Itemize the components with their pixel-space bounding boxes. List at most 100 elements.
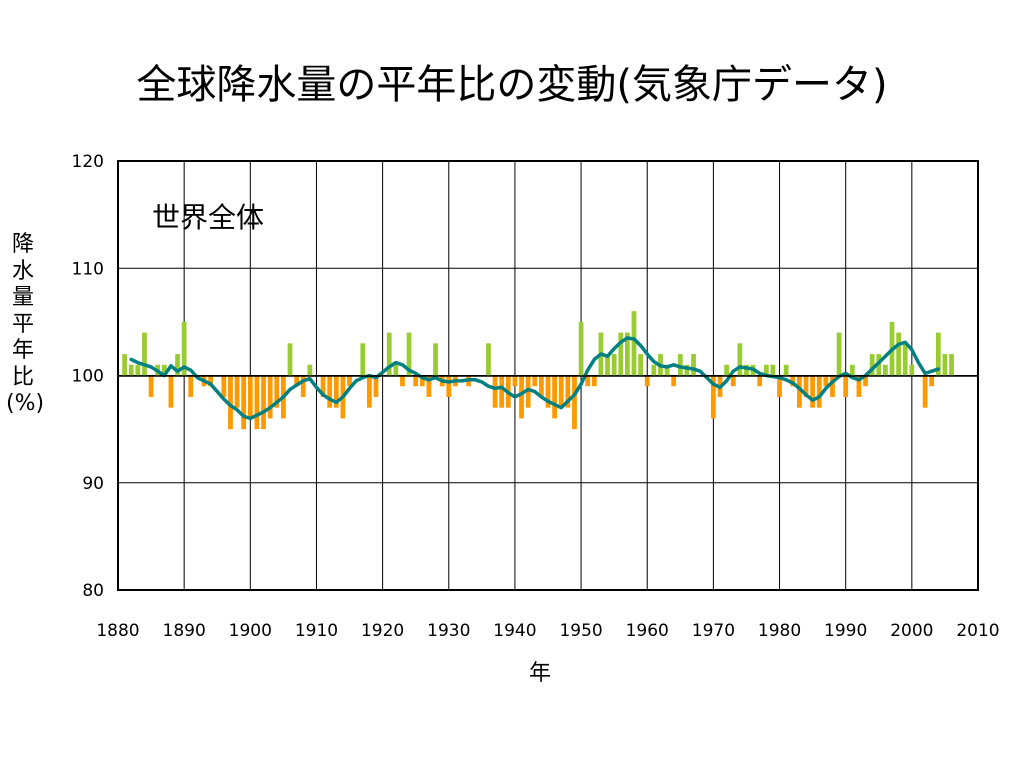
bar-1897 (228, 375, 233, 430)
bar-1936 (486, 343, 491, 376)
x-tick-1950: 1950 (559, 621, 602, 641)
bar-1885 (148, 375, 154, 397)
bar-1918 (367, 375, 372, 408)
bar-1925 (413, 375, 419, 387)
smoothed-line (129, 336, 941, 421)
bar-1948 (565, 375, 571, 408)
bar-1952 (591, 375, 597, 387)
bar-1947 (558, 375, 564, 408)
bar-1967 (691, 354, 696, 376)
bar-1954 (605, 354, 610, 376)
bar-1902 (261, 375, 266, 430)
bar-1963 (664, 364, 670, 376)
bar-1881 (122, 354, 127, 376)
bar-1988 (830, 375, 835, 397)
bar-1990 (843, 375, 849, 397)
bar-1951 (585, 375, 591, 387)
bar-1912 (327, 375, 333, 408)
bar-1984 (803, 375, 809, 397)
bar-1991 (849, 364, 855, 376)
bar-1919 (373, 375, 379, 397)
x-tick-1910: 1910 (295, 621, 338, 641)
bar-1928 (433, 343, 438, 376)
bar-1977 (757, 375, 763, 387)
x-tick-1890: 1890 (163, 621, 206, 641)
bar-1964 (671, 375, 677, 387)
bar-1906 (287, 343, 293, 376)
bar-1974 (737, 343, 743, 376)
bar-2006 (949, 354, 954, 376)
bar-1985 (810, 375, 815, 408)
bar-1909 (307, 364, 313, 376)
bar-1888 (168, 375, 174, 408)
bar-1996 (883, 364, 888, 376)
bar-1973 (730, 375, 736, 387)
bar-1938 (499, 375, 505, 408)
bar-1901 (254, 375, 260, 430)
bar-1896 (221, 375, 227, 397)
x-tick-1900: 1900 (229, 621, 272, 641)
bar-2005 (942, 354, 948, 376)
bar-1959 (638, 354, 643, 376)
bar-1937 (492, 375, 498, 408)
bar-series (122, 311, 954, 430)
y-tick-80: 80 (82, 581, 104, 601)
bar-1987 (823, 375, 829, 387)
bar-1922 (393, 364, 399, 376)
bar-1889 (175, 354, 180, 376)
y-tick-110: 110 (72, 259, 104, 279)
x-tick-1920: 1920 (361, 621, 404, 641)
page-title: 全球降水量の平年比の変動(気象庁データ) (136, 62, 888, 108)
bar-1946 (552, 375, 557, 419)
bar-1950 (578, 321, 584, 376)
bar-1965 (677, 354, 683, 376)
x-tick-1880: 1880 (96, 621, 139, 641)
bar-1907 (294, 375, 299, 387)
y-tick-100: 100 (72, 367, 104, 387)
x-tick-1970: 1970 (692, 621, 735, 641)
bar-1998 (896, 332, 901, 376)
bar-1927 (426, 375, 432, 397)
bar-1957 (625, 332, 630, 376)
bar-2002 (922, 375, 928, 408)
bar-1999 (902, 343, 908, 376)
bar-1961 (651, 364, 657, 376)
bar-1941 (519, 375, 524, 419)
x-tick-1980: 1980 (758, 621, 801, 641)
bar-1992 (856, 375, 862, 397)
bar-1980 (777, 375, 782, 397)
bar-1982 (790, 375, 796, 387)
bar-1900 (247, 375, 253, 419)
bar-1887 (161, 364, 167, 376)
x-tick-1930: 1930 (427, 621, 470, 641)
bar-1970 (711, 375, 716, 419)
bar-1924 (406, 332, 412, 376)
bar-1986 (816, 375, 822, 408)
bar-1904 (274, 375, 280, 408)
bar-1923 (400, 375, 405, 387)
bar-1972 (724, 364, 729, 376)
bar-1955 (611, 354, 617, 376)
bar-1949 (572, 375, 577, 430)
plot-frame (117, 160, 979, 591)
bar-1917 (360, 343, 366, 376)
bar-1966 (684, 364, 690, 376)
bar-1960 (644, 375, 650, 387)
x-axis-label: 年 (528, 661, 551, 686)
bar-1945 (545, 375, 551, 408)
bar-1883 (135, 364, 141, 376)
y-tick-120: 120 (72, 152, 104, 172)
bar-1979 (770, 364, 776, 376)
x-tick-2000: 2000 (890, 621, 933, 641)
bar-1958 (631, 311, 637, 376)
bar-1944 (539, 375, 544, 397)
bar-2000 (909, 364, 915, 376)
bar-1926 (419, 375, 425, 387)
bar-1930 (446, 375, 452, 397)
bar-1911 (320, 375, 326, 397)
bar-1894 (208, 375, 213, 387)
bar-1943 (532, 375, 538, 387)
bar-1908 (300, 375, 306, 397)
bar-1981 (783, 364, 789, 376)
